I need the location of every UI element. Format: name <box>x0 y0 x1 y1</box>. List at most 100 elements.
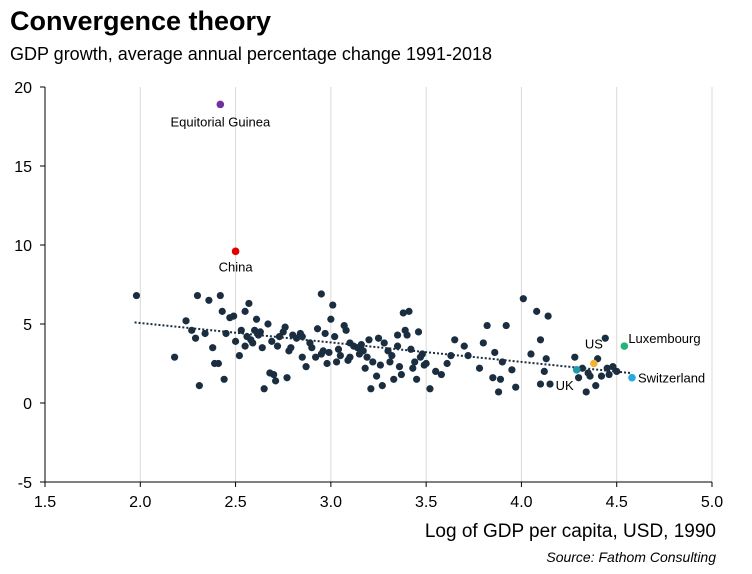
data-point <box>241 307 249 315</box>
data-point <box>258 344 266 352</box>
data-point <box>230 312 238 320</box>
data-point <box>491 348 499 357</box>
highlight-label: Luxembourg <box>628 331 700 346</box>
y-tick-label: 0 <box>23 396 32 413</box>
data-point <box>363 353 371 361</box>
data-point <box>451 336 459 344</box>
data-point <box>321 329 329 338</box>
data-point <box>388 352 396 360</box>
trendline <box>134 321 631 374</box>
data-point <box>489 374 497 382</box>
data-point <box>496 375 505 383</box>
data-point <box>365 336 373 344</box>
data-point <box>329 301 337 309</box>
data-point <box>498 358 506 366</box>
data-point <box>374 334 383 342</box>
data-point <box>331 333 339 341</box>
highlight-label: UK <box>556 378 574 393</box>
data-point <box>170 353 179 361</box>
highlight-label: Switzerland <box>638 371 705 386</box>
data-points <box>132 290 621 396</box>
data-point <box>216 291 224 300</box>
data-point <box>578 364 587 372</box>
data-point <box>367 385 375 393</box>
data-point <box>533 307 541 315</box>
data-point <box>132 291 141 300</box>
y-tick-label: 15 <box>14 159 32 176</box>
highlight-label: US <box>585 337 603 352</box>
data-point <box>268 337 276 345</box>
data-point <box>323 359 331 368</box>
data-point <box>443 359 451 368</box>
data-point <box>361 364 369 372</box>
data-point <box>182 317 190 325</box>
axes <box>40 86 713 487</box>
data-point <box>597 372 606 380</box>
data-point <box>342 326 350 334</box>
data-point <box>479 339 487 347</box>
tick-labels: 1.5 2.0 2.5 3.0 3.5 4.0 4.5 5.0 -5 0 5 10 15 20 <box>14 80 723 511</box>
data-point <box>393 331 402 339</box>
highlight-label: Equitorial Guinea <box>170 114 270 129</box>
data-point <box>502 321 510 330</box>
data-point <box>283 374 291 382</box>
highlight-point <box>231 247 240 256</box>
data-point <box>273 342 282 350</box>
data-point <box>536 380 545 388</box>
data-point <box>241 342 249 350</box>
x-axis-label: Log of GDP per capita, USD, 1990 <box>424 521 716 542</box>
data-point <box>214 359 223 368</box>
data-point <box>380 339 388 347</box>
data-point <box>346 353 354 361</box>
data-point <box>264 320 272 328</box>
data-point <box>188 326 196 334</box>
data-point <box>508 366 516 374</box>
data-point <box>582 388 590 396</box>
data-point <box>418 350 426 358</box>
data-point <box>542 355 550 363</box>
data-point <box>209 344 217 352</box>
data-point <box>372 372 381 380</box>
highlighted-points: Equitorial Guinea China UK US Luxembourg Swit… <box>170 100 705 393</box>
data-point <box>603 364 611 372</box>
data-point <box>613 367 621 375</box>
data-point <box>437 370 445 379</box>
data-point <box>256 328 264 336</box>
data-point <box>308 344 316 352</box>
x-tick-label: 2.0 <box>129 494 151 511</box>
data-point <box>409 364 417 372</box>
data-point <box>494 388 503 396</box>
data-point <box>317 290 325 298</box>
data-point <box>222 329 230 338</box>
data-point <box>601 334 609 342</box>
data-point <box>475 364 484 372</box>
data-point <box>201 329 209 338</box>
trend-line <box>134 321 631 374</box>
x-tick-label: 2.5 <box>224 494 246 511</box>
data-point <box>270 370 278 379</box>
data-point <box>527 350 535 358</box>
data-point <box>407 345 415 353</box>
data-point <box>460 342 468 350</box>
data-point <box>413 375 421 383</box>
data-point <box>378 382 386 390</box>
data-point <box>395 363 404 371</box>
data-point <box>271 377 280 385</box>
data-point <box>325 348 333 357</box>
x-tick-label: 5.0 <box>701 494 723 511</box>
chart-title: Convergence theory <box>10 6 272 36</box>
data-point <box>357 340 365 349</box>
data-point <box>336 352 344 360</box>
data-point <box>519 295 527 303</box>
data-point <box>249 339 257 347</box>
data-point <box>252 315 261 323</box>
data-point <box>422 359 430 368</box>
data-point <box>312 353 320 361</box>
data-point <box>281 323 289 331</box>
data-point <box>220 375 228 383</box>
x-tick-label: 4.5 <box>606 494 628 511</box>
data-point <box>483 321 491 330</box>
data-point <box>432 367 440 375</box>
data-point <box>426 385 434 393</box>
y-tick-label: 20 <box>14 80 32 97</box>
